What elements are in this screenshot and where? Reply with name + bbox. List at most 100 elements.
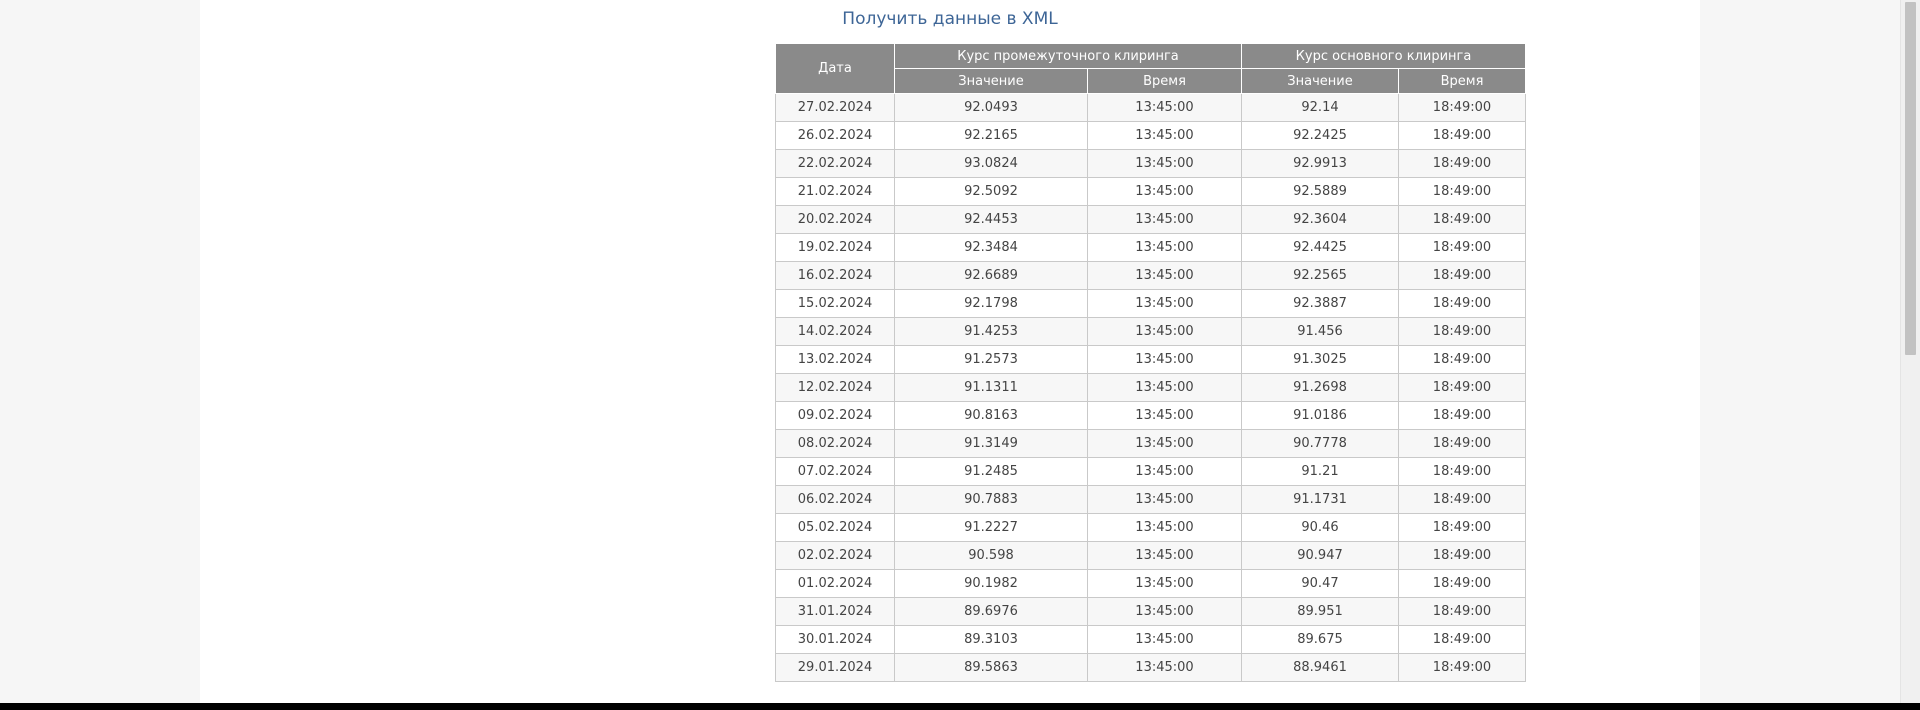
cell-intermediate-value: 92.6689 <box>894 261 1088 290</box>
cell-main-value: 91.2698 <box>1241 373 1399 402</box>
header-row-subcolumns: Значение Время Значение Время <box>776 68 1526 94</box>
cell-intermediate-time: 13:45:00 <box>1087 569 1242 598</box>
cell-main-time: 18:49:00 <box>1398 625 1526 654</box>
cell-main-value: 91.21 <box>1241 457 1399 486</box>
cell-main-value: 91.456 <box>1241 317 1399 346</box>
cell-intermediate-value: 92.5092 <box>894 177 1088 206</box>
header-main-time: Время <box>1398 68 1526 94</box>
table-row: 15.02.2024 92.1798 13:45:00 92.3887 18:49:00 <box>775 289 1526 318</box>
cell-intermediate-value: 92.4453 <box>894 205 1088 234</box>
cell-main-value: 90.947 <box>1241 541 1399 570</box>
cell-date: 16.02.2024 <box>775 261 895 290</box>
cell-intermediate-value: 91.2485 <box>894 457 1088 486</box>
cell-intermediate-value: 90.8163 <box>894 401 1088 430</box>
table-row: 12.02.2024 91.1311 13:45:00 91.2698 18:49:00 <box>775 373 1526 402</box>
cell-intermediate-value: 92.0493 <box>894 93 1088 122</box>
cell-intermediate-time: 13:45:00 <box>1087 401 1242 430</box>
cell-intermediate-value: 91.2227 <box>894 513 1088 542</box>
cell-date: 09.02.2024 <box>775 401 895 430</box>
cell-intermediate-time: 13:45:00 <box>1087 93 1242 122</box>
cell-intermediate-time: 13:45:00 <box>1087 457 1242 486</box>
table-row: 07.02.2024 91.2485 13:45:00 91.21 18:49:00 <box>775 457 1526 486</box>
cell-main-time: 18:49:00 <box>1398 569 1526 598</box>
cell-intermediate-time: 13:45:00 <box>1087 625 1242 654</box>
main-content: Получить данные в XML Дата Курс промежут… <box>200 0 1700 703</box>
cell-intermediate-value: 90.7883 <box>894 485 1088 514</box>
cell-date: 08.02.2024 <box>775 429 895 458</box>
cell-main-value: 92.14 <box>1241 93 1399 122</box>
cell-intermediate-time: 13:45:00 <box>1087 485 1242 514</box>
cell-date: 29.01.2024 <box>775 653 895 682</box>
cell-main-time: 18:49:00 <box>1398 429 1526 458</box>
header-date: Дата <box>775 43 895 94</box>
table-row: 05.02.2024 91.2227 13:45:00 90.46 18:49:00 <box>775 513 1526 542</box>
table-row: 22.02.2024 93.0824 13:45:00 92.9913 18:49:00 <box>775 149 1526 178</box>
cell-intermediate-time: 13:45:00 <box>1087 289 1242 318</box>
cell-intermediate-value: 91.2573 <box>894 345 1088 374</box>
cell-intermediate-value: 91.4253 <box>894 317 1088 346</box>
header-intermediate-clearing: Курс промежуточного клиринга <box>894 43 1242 69</box>
cell-main-value: 91.3025 <box>1241 345 1399 374</box>
cell-intermediate-value: 91.1311 <box>894 373 1088 402</box>
table-row: 02.02.2024 90.598 13:45:00 90.947 18:49:00 <box>775 541 1526 570</box>
cell-date: 20.02.2024 <box>775 205 895 234</box>
cell-intermediate-value: 92.2165 <box>894 121 1088 150</box>
header-intermediate-value: Значение <box>894 68 1088 94</box>
cell-main-time: 18:49:00 <box>1398 597 1526 626</box>
cell-main-time: 18:49:00 <box>1398 401 1526 430</box>
header-main-clearing: Курс основного клиринга <box>1241 43 1526 69</box>
cell-date: 02.02.2024 <box>775 541 895 570</box>
cell-main-value: 92.3604 <box>1241 205 1399 234</box>
get-xml-link[interactable]: Получить данные в XML <box>842 9 1058 29</box>
cell-main-value: 91.1731 <box>1241 485 1399 514</box>
bottom-edge-bar <box>0 703 1920 710</box>
cell-main-value: 90.47 <box>1241 569 1399 598</box>
cell-main-value: 89.951 <box>1241 597 1399 626</box>
cell-main-time: 18:49:00 <box>1398 121 1526 150</box>
cell-intermediate-value: 89.5863 <box>894 653 1088 682</box>
vertical-scrollbar[interactable] <box>1900 0 1920 703</box>
cell-main-value: 90.46 <box>1241 513 1399 542</box>
cell-date: 14.02.2024 <box>775 317 895 346</box>
cell-date: 31.01.2024 <box>775 597 895 626</box>
cell-intermediate-time: 13:45:00 <box>1087 541 1242 570</box>
cell-date: 27.02.2024 <box>775 93 895 122</box>
table-row: 08.02.2024 91.3149 13:45:00 90.7778 18:49:00 <box>775 429 1526 458</box>
cell-date: 05.02.2024 <box>775 513 895 542</box>
table-row: 21.02.2024 92.5092 13:45:00 92.5889 18:49:00 <box>775 177 1526 206</box>
cell-date: 12.02.2024 <box>775 373 895 402</box>
cell-main-value: 92.2425 <box>1241 121 1399 150</box>
cell-intermediate-time: 13:45:00 <box>1087 205 1242 234</box>
cell-main-time: 18:49:00 <box>1398 317 1526 346</box>
table-row: 27.02.2024 92.0493 13:45:00 92.14 18:49:00 <box>775 93 1526 122</box>
cell-intermediate-time: 13:45:00 <box>1087 345 1242 374</box>
cell-main-time: 18:49:00 <box>1398 205 1526 234</box>
scrollbar-thumb[interactable] <box>1905 2 1916 355</box>
cell-intermediate-value: 93.0824 <box>894 149 1088 178</box>
table-body: 27.02.2024 92.0493 13:45:00 92.14 18:49:00 26… <box>775 93 1526 682</box>
cell-intermediate-value: 90.598 <box>894 541 1088 570</box>
cell-intermediate-time: 13:45:00 <box>1087 653 1242 682</box>
cell-intermediate-time: 13:45:00 <box>1087 513 1242 542</box>
cell-intermediate-time: 13:45:00 <box>1087 121 1242 150</box>
clearing-rates-table: Дата Курс промежуточного клиринга Курс о… <box>775 43 1526 682</box>
cell-date: 15.02.2024 <box>775 289 895 318</box>
cell-main-time: 18:49:00 <box>1398 233 1526 262</box>
cell-main-value: 92.4425 <box>1241 233 1399 262</box>
cell-main-value: 89.675 <box>1241 625 1399 654</box>
table-row: 26.02.2024 92.2165 13:45:00 92.2425 18:49:00 <box>775 121 1526 150</box>
cell-date: 26.02.2024 <box>775 121 895 150</box>
cell-main-value: 92.3887 <box>1241 289 1399 318</box>
table-row: 16.02.2024 92.6689 13:45:00 92.2565 18:49:00 <box>775 261 1526 290</box>
cell-date: 30.01.2024 <box>775 625 895 654</box>
table-row: 13.02.2024 91.2573 13:45:00 91.3025 18:49:00 <box>775 345 1526 374</box>
cell-main-value: 91.0186 <box>1241 401 1399 430</box>
table-row: 14.02.2024 91.4253 13:45:00 91.456 18:49:00 <box>775 317 1526 346</box>
table-row: 20.02.2024 92.4453 13:45:00 92.3604 18:49:00 <box>775 205 1526 234</box>
cell-intermediate-time: 13:45:00 <box>1087 261 1242 290</box>
cell-intermediate-value: 92.3484 <box>894 233 1088 262</box>
table-row: 30.01.2024 89.3103 13:45:00 89.675 18:49:00 <box>775 625 1526 654</box>
cell-intermediate-time: 13:45:00 <box>1087 233 1242 262</box>
cell-intermediate-time: 13:45:00 <box>1087 177 1242 206</box>
cell-date: 22.02.2024 <box>775 149 895 178</box>
